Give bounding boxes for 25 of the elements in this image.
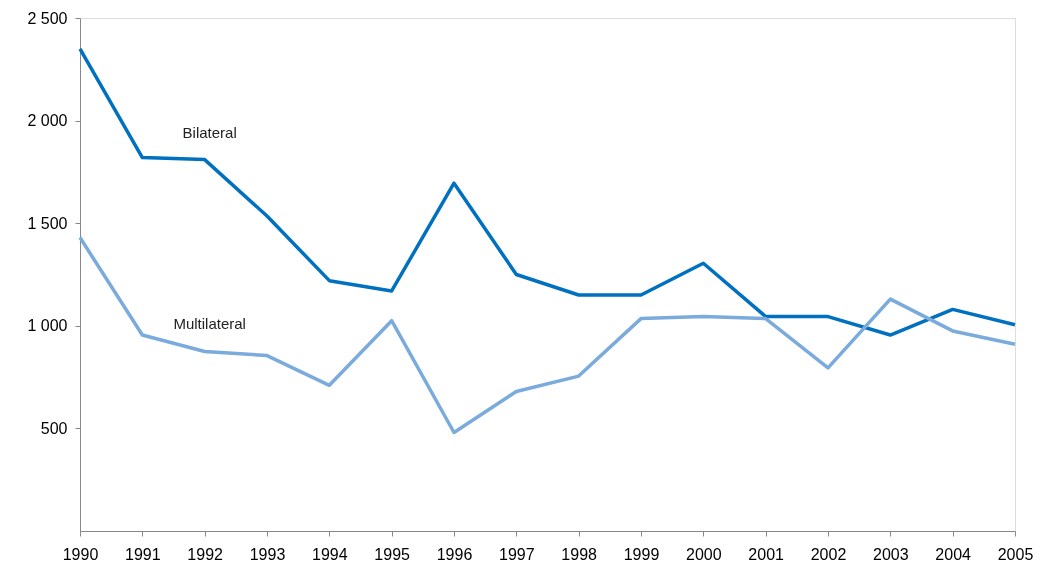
y-tick-label: 2 000 xyxy=(27,112,68,130)
x-tick-label: 1994 xyxy=(312,545,348,563)
x-tick-label: 1998 xyxy=(561,545,598,563)
y-tick-label: 1 000 xyxy=(27,317,68,335)
x-tick-label: 2004 xyxy=(935,545,972,563)
x-tick-label: 1992 xyxy=(187,545,224,563)
x-tick-label: 1993 xyxy=(249,545,286,563)
line-series xyxy=(78,47,1017,337)
x-tick-label: 1996 xyxy=(436,545,473,563)
x-tick-label: 2005 xyxy=(997,545,1034,563)
x-tick-label: 1997 xyxy=(499,545,535,563)
y-tick-label: 2 500 xyxy=(27,9,68,27)
x-tick-label: 1995 xyxy=(374,545,411,563)
x-tick-label: 1991 xyxy=(125,545,161,563)
y-tick-label: 1 500 xyxy=(27,214,68,232)
x-tick-label: 2002 xyxy=(810,545,847,563)
x-tick-label: 2001 xyxy=(748,545,785,563)
line-series xyxy=(78,235,1017,435)
x-tick-label: 2000 xyxy=(686,545,722,563)
series-label: Multilateral xyxy=(173,315,246,333)
series-label: Bilateral xyxy=(182,123,237,141)
x-tick-label: 1990 xyxy=(62,545,99,563)
x-tick-label: 2003 xyxy=(873,545,909,563)
x-tick-label: 1999 xyxy=(623,545,660,563)
y-tick-label: 500 xyxy=(40,419,68,437)
